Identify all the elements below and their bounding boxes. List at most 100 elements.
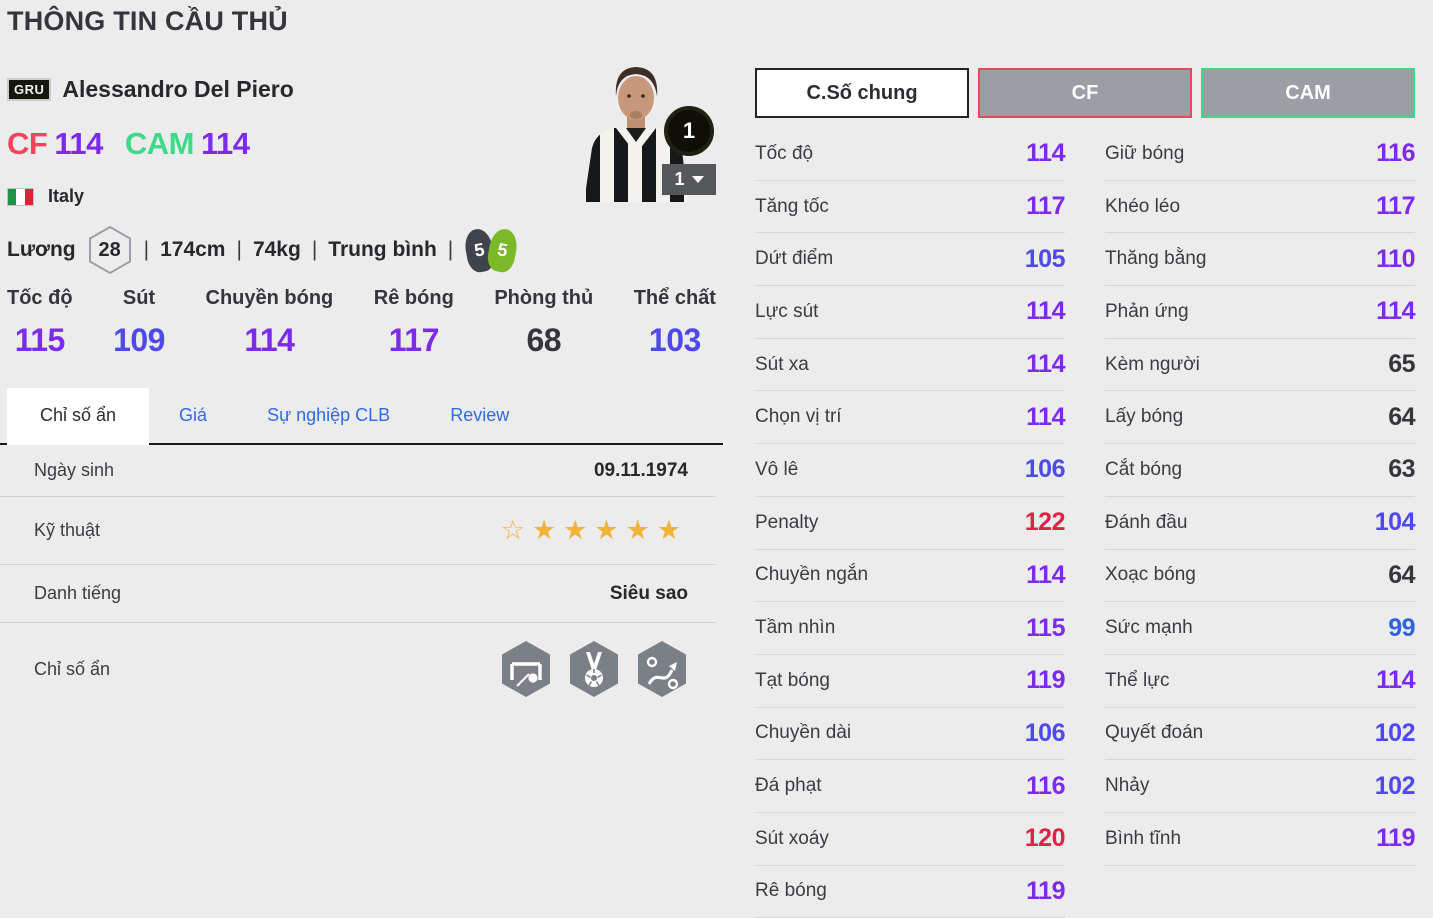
detail-stats: Tốc độ 114 Tăng tốc 117 Dứt điểm 105 Lực…: [755, 128, 1416, 918]
stat-row: Penalty 122: [755, 497, 1066, 550]
stat-value: 119: [1026, 876, 1065, 905]
separator: |: [143, 238, 150, 261]
stat-value: 114: [1026, 402, 1065, 431]
summary-stat-value: 103: [648, 322, 701, 358]
position-cam-label: CAM: [124, 126, 195, 161]
stat-row: Kèm người 65: [1105, 339, 1415, 392]
stat-row: Bình tĩnh 119: [1105, 813, 1415, 866]
stat-row: Thăng bằng 110: [1105, 233, 1415, 287]
stat-value: 114: [1376, 297, 1415, 326]
table-row-hidden-traits: Chỉ số ẩn: [0, 623, 716, 715]
foot-ratings: 5 5: [462, 226, 520, 274]
stat-label: Đánh đầu: [1105, 511, 1188, 533]
stat-row: Đánh đầu 104: [1105, 497, 1416, 550]
enhance-level-selected: 1: [674, 169, 685, 189]
stat-row: Xoạc bóng 64: [1105, 550, 1415, 603]
summary-stat-label: Thể chất: [633, 287, 716, 309]
stats-cf-button[interactable]: CF: [978, 68, 1192, 118]
stat-row: Khéo léo 117: [1105, 181, 1415, 234]
stat-row: Lấy bóng 64: [1105, 391, 1415, 445]
page-title: THÔNG TIN CẦU THỦ: [7, 6, 288, 36]
summary-stat-value: 114: [244, 322, 295, 358]
separator: |: [236, 238, 242, 261]
summary-stat: Thể chất 103: [634, 287, 716, 359]
chevron-down-icon: [691, 176, 704, 183]
stat-value: 120: [1024, 824, 1066, 853]
stat-label: Kèm người: [1105, 353, 1200, 375]
stat-label: Đá phạt: [755, 775, 822, 797]
table-row-birthdate: Ngày sinh 09.11.1974: [0, 445, 716, 497]
summary-stat-value: 115: [14, 322, 66, 358]
stat-label: Khéo léo: [1105, 195, 1181, 217]
stat-label: Nhảy: [1105, 775, 1150, 797]
height-value: 174cm: [160, 238, 226, 261]
stat-row: Giữ bóng 116: [1105, 128, 1415, 181]
stat-label: Bình tĩnh: [1105, 827, 1182, 849]
tab-price[interactable]: Giá: [179, 405, 208, 425]
table-row-fame: Danh tiếng Siêu sao: [0, 565, 716, 623]
stat-label: Lấy bóng: [1105, 406, 1184, 428]
hidden-traits-label: Chỉ số ẩn: [34, 658, 111, 679]
stats-cam-button[interactable]: CAM: [1201, 68, 1415, 118]
summary-stat-label: Tốc độ: [7, 287, 73, 309]
salary-hexagon-badge: 28: [87, 225, 133, 275]
stat-label: Chuyền dài: [755, 722, 852, 744]
stat-row: Chuyền ngắn 114: [755, 550, 1065, 603]
stat-row: Lực sút 114: [755, 286, 1065, 339]
stat-row: Sút xa 114: [755, 339, 1065, 392]
right-foot-icon: 5: [485, 226, 520, 274]
dribble-path-icon: [638, 641, 686, 697]
stat-label: Lực sút: [755, 300, 819, 322]
stat-row: Rê bóng 119: [755, 866, 1065, 918]
stat-view-buttons: C.Số chung CF CAM: [755, 68, 1415, 118]
tab-review[interactable]: Review: [450, 405, 510, 425]
stat-row: Tăng tốc 117: [755, 181, 1065, 234]
stat-row: Quyết đoán 102: [1105, 708, 1416, 761]
stat-value: 104: [1374, 508, 1416, 537]
birthdate-label: Ngày sinh: [34, 460, 115, 480]
skill-label: Kỹ thuật: [34, 520, 101, 540]
stat-label: Chọn vị trí: [755, 406, 842, 428]
summary-stat: Tốc độ 115: [7, 287, 73, 359]
stat-row: Đá phạt 116: [755, 760, 1065, 813]
stat-value: 65: [1388, 350, 1415, 379]
stat-value: 119: [1376, 824, 1415, 853]
stat-row: Chuyền dài 106: [755, 708, 1066, 761]
stat-label: Quyết đoán: [1105, 722, 1204, 744]
stat-label: Rê bóng: [755, 880, 827, 902]
summary-stat-label: Chuyền bóng: [205, 287, 334, 309]
info-table: Ngày sinh 09.11.1974 Kỹ thuật ☆★★★★★ Dan…: [0, 445, 716, 715]
stat-value: 119: [1026, 666, 1065, 695]
position-ratings: CF 114 CAM 114: [7, 126, 250, 162]
tab-hidden-stats[interactable]: Chỉ số ẩn: [7, 388, 150, 443]
summary-stat-value: 109: [113, 322, 165, 358]
stat-value: 117: [1376, 192, 1415, 221]
player-name: Alessandro Del Piero: [62, 76, 294, 102]
salary-value: 28: [98, 238, 121, 261]
stat-row: Tầm nhìn 115: [755, 602, 1065, 655]
stat-label: Phản ứng: [1105, 300, 1189, 322]
stat-label: Penalty: [755, 511, 819, 533]
stat-value: 110: [1376, 244, 1415, 273]
stat-row: Vô lê 106: [755, 444, 1066, 497]
stat-row: Thể lực 114: [1105, 655, 1415, 708]
stat-value: 114: [1026, 139, 1065, 168]
stat-value: 114: [1026, 560, 1065, 589]
stats-general-button[interactable]: C.Số chung: [755, 68, 969, 118]
tab-bar: Chỉ số ẩn Giá Sự nghiệp CLB Review: [0, 388, 723, 445]
tab-club-career[interactable]: Sự nghiệp CLB: [267, 405, 391, 425]
stat-row: Tốc độ 114: [755, 128, 1065, 181]
position-cf: CF 114: [7, 126, 103, 162]
separator: |: [447, 238, 454, 261]
stat-row: Sức mạnh 99: [1105, 602, 1415, 655]
stat-label: Chuyền ngắn: [755, 564, 869, 586]
stat-value: 116: [1026, 771, 1065, 800]
stat-label: Vô lê: [755, 458, 799, 480]
stat-label: Tăng tốc: [755, 195, 829, 217]
stat-row: Cắt bóng 63: [1105, 444, 1415, 497]
enhance-level-dropdown[interactable]: 1: [662, 164, 716, 195]
fame-value: Siêu sao: [609, 582, 688, 604]
skill-stars: ☆★★★★★: [501, 515, 688, 546]
ball-medal-icon: [570, 641, 618, 697]
